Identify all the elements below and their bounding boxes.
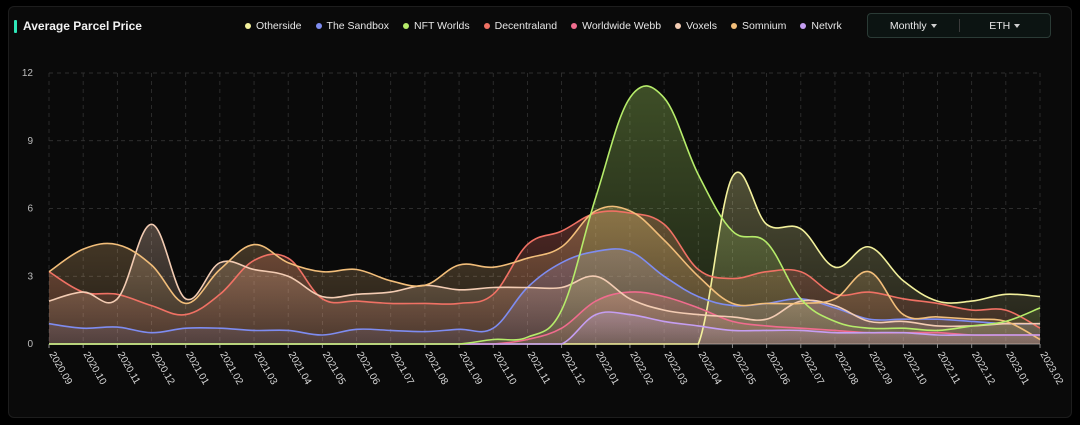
x-tick-label: 2021.01 (183, 350, 211, 387)
legend-label: Somnium (742, 20, 787, 32)
x-tick-label: 2021.09 (456, 350, 484, 387)
legend-item-decentraland[interactable]: Decentraland (483, 20, 558, 32)
y-tick-label: 0 (27, 339, 33, 350)
y-tick-label: 3 (27, 271, 33, 282)
line-nft-worlds (48, 85, 1041, 345)
x-tick-label: 2021.12 (559, 350, 587, 387)
legend-item-the-sandbox[interactable]: The Sandbox (315, 20, 389, 32)
x-tick-label: 2022.03 (662, 350, 690, 387)
x-tick-label: 2021.07 (388, 350, 416, 387)
legend-item-voxels[interactable]: Voxels (675, 20, 717, 32)
x-tick-label: 2022.04 (696, 350, 724, 387)
x-tick-label: 2022.11 (935, 350, 962, 387)
x-tick-label: 2022.10 (901, 350, 929, 387)
x-tick-label: 2020.12 (149, 350, 177, 387)
x-tick-label: 2020.11 (115, 350, 142, 387)
x-tick-label: 2021.08 (422, 350, 450, 387)
x-tick-label: 2021.03 (251, 350, 279, 387)
y-tick-label: 6 (27, 204, 33, 215)
legend-label: Worldwide Webb (582, 20, 662, 32)
line-decentraland (48, 210, 1041, 329)
x-tick-label: 2021.04 (286, 350, 314, 387)
legend-label: Netvrk (811, 20, 842, 32)
y-tick-label: 9 (27, 136, 33, 147)
currency-value: ETH (989, 19, 1011, 32)
chart-legend: Otherside The Sandbox NFT Worlds Decentr… (245, 20, 842, 32)
period-dropdown[interactable]: Monthly (868, 20, 959, 32)
legend-dot-icon (483, 23, 490, 29)
x-tick-label: 2022.06 (764, 350, 792, 387)
chart-header: Average Parcel Price (14, 19, 142, 33)
legend-dot-icon (731, 23, 738, 29)
x-tick-label: 2021.02 (217, 350, 245, 387)
legend-dot-icon (245, 23, 251, 29)
y-tick-label: 12 (22, 68, 34, 79)
x-tick-label: 2022.09 (867, 350, 895, 387)
legend-dot-icon (315, 23, 322, 29)
legend-item-worldwide-webb[interactable]: Worldwide Webb (571, 20, 661, 32)
x-tick-label: 2021.10 (491, 350, 519, 387)
legend-item-nft-worlds[interactable]: NFT Worlds (403, 20, 470, 32)
legend-dot-icon (800, 23, 807, 29)
line-the-sandbox (48, 248, 1041, 336)
x-tick-label: 2022.01 (593, 350, 621, 387)
legend-label: Otherside (256, 20, 302, 32)
period-value: Monthly (889, 19, 927, 32)
x-tick-label: 2022.08 (832, 350, 860, 387)
legend-item-otherside[interactable]: Otherside (245, 20, 302, 32)
legend-label: NFT Worlds (414, 20, 470, 32)
legend-dot-icon (675, 23, 682, 29)
legend-item-netvrk[interactable]: Netvrk (800, 20, 842, 32)
caret-down-icon (930, 23, 937, 28)
x-tick-label: 2022.05 (730, 350, 758, 387)
chart-controls: Monthly ETH (867, 13, 1051, 38)
x-tick-label: 2022.02 (627, 350, 655, 387)
legend-label: The Sandbox (326, 20, 389, 32)
x-tick-label: 2020.09 (46, 350, 74, 387)
x-tick-label: 2021.11 (525, 350, 552, 387)
line-voxels (48, 223, 1041, 328)
legend-label: Voxels (686, 20, 718, 32)
controls-divider (958, 19, 960, 32)
legend-item-somnium[interactable]: Somnium (731, 20, 786, 32)
x-tick-label: 2020.10 (81, 350, 109, 387)
caret-down-icon (1014, 23, 1021, 28)
x-tick-label: 2022.12 (969, 350, 997, 387)
x-tick-label: 2023.01 (1003, 350, 1031, 387)
x-tick-label: 2021.05 (320, 350, 348, 387)
line-somnium (48, 205, 1041, 341)
title-accent-bar (14, 19, 17, 33)
x-tick-label: 2021.06 (354, 350, 382, 387)
x-tick-label: 2023.02 (1037, 350, 1065, 387)
x-tick-label: 2022.07 (798, 350, 826, 387)
chart-title: Average Parcel Price (23, 19, 142, 33)
legend-dot-icon (571, 23, 578, 29)
currency-dropdown[interactable]: ETH (960, 20, 1051, 32)
legend-label: Decentraland (494, 20, 558, 32)
legend-dot-icon (403, 23, 409, 29)
